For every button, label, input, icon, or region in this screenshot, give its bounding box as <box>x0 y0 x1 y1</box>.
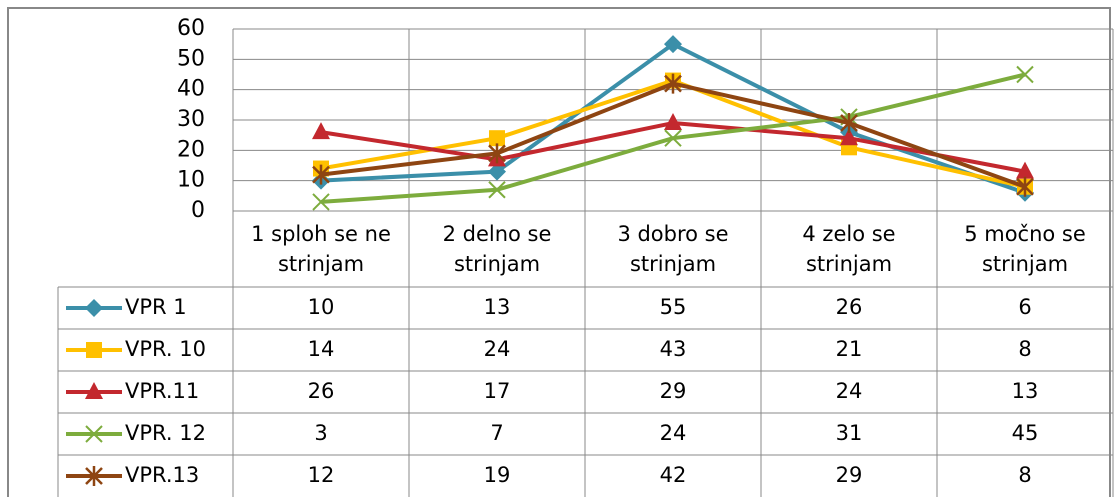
category-label: 4 zelo se strinjam <box>802 222 896 276</box>
category-label: 1 sploh se ne strinjam <box>251 222 391 276</box>
legend-label: VPR.13 <box>125 463 199 487</box>
marker <box>312 164 330 185</box>
y-tick-label: 10 <box>177 168 205 193</box>
table-value: 31 <box>836 421 863 445</box>
marker <box>85 299 103 317</box>
marker <box>85 466 103 486</box>
table-value: 10 <box>308 295 335 319</box>
y-tick-label: 50 <box>177 46 205 71</box>
y-tick-label: 60 <box>177 16 205 41</box>
table-value: 12 <box>308 463 335 487</box>
category-label: 5 močno se strinjam <box>964 222 1086 276</box>
table-value: 14 <box>308 337 335 361</box>
y-tick-label: 30 <box>177 107 205 132</box>
table-value: 8 <box>1018 337 1031 361</box>
table-value: 8 <box>1018 463 1031 487</box>
table-value: 42 <box>660 463 687 487</box>
table-value: 7 <box>490 421 503 445</box>
table-value: 3 <box>314 421 327 445</box>
category-label: 3 dobro se strinjam <box>617 222 729 276</box>
marker <box>488 181 506 199</box>
legend-label: VPR 1 <box>125 295 187 319</box>
marker <box>664 113 682 131</box>
table-value: 24 <box>484 337 511 361</box>
marker <box>664 73 682 94</box>
marker <box>312 193 330 211</box>
table-value: 43 <box>660 337 687 361</box>
legend-label: VPR. 10 <box>125 337 206 361</box>
y-tick-label: 40 <box>177 77 205 102</box>
table-value: 13 <box>484 295 511 319</box>
table-value: 24 <box>836 379 863 403</box>
table-value: 13 <box>1012 379 1039 403</box>
marker <box>85 382 103 399</box>
marker <box>488 143 506 164</box>
legend-label: VPR.11 <box>125 379 199 403</box>
marker <box>86 342 102 358</box>
marker <box>840 128 858 146</box>
marker <box>664 129 682 147</box>
table-value: 19 <box>484 463 511 487</box>
table-value: 26 <box>836 295 863 319</box>
marker <box>840 113 858 134</box>
y-tick-label: 0 <box>191 198 205 223</box>
marker <box>489 130 505 147</box>
table-value: 55 <box>660 295 687 319</box>
marker <box>664 35 682 54</box>
legend-label: VPR. 12 <box>125 421 206 445</box>
marker <box>1016 161 1034 179</box>
series-line <box>320 78 1026 189</box>
table-value: 17 <box>484 379 511 403</box>
table-value: 6 <box>1018 295 1031 319</box>
marker <box>488 162 506 181</box>
table-value: 29 <box>836 463 863 487</box>
marker <box>1016 176 1034 197</box>
frame <box>7 7 1111 497</box>
marker <box>312 122 330 140</box>
category-label: 2 delno se strinjam <box>442 222 552 276</box>
y-tick-label: 20 <box>177 137 205 162</box>
marker <box>85 425 103 443</box>
table-value: 26 <box>308 379 335 403</box>
table-value: 45 <box>1012 421 1039 445</box>
table-value: 21 <box>836 337 863 361</box>
table-value: 29 <box>660 379 687 403</box>
table-value: 24 <box>660 421 687 445</box>
marker <box>1016 65 1034 84</box>
